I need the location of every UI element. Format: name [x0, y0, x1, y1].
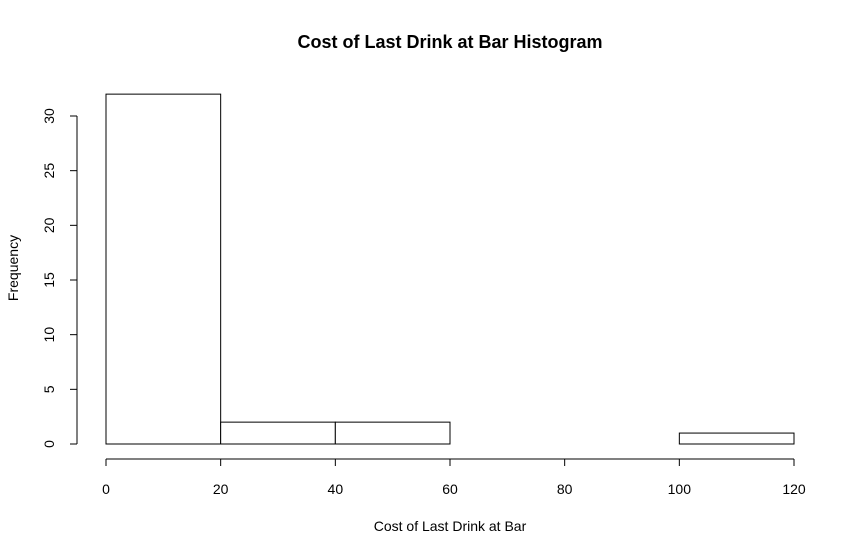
y-tick-label: 0 [41, 440, 57, 448]
x-tick-label: 20 [213, 481, 229, 497]
y-tick-label: 20 [41, 217, 57, 233]
x-axis: 0 20 40 60 80 100 120 [102, 458, 806, 497]
x-tick-label: 120 [782, 481, 806, 497]
x-tick-label: 40 [328, 481, 344, 497]
histogram-bar-1 [220, 421, 336, 445]
y-axis: 0 5 10 15 20 25 30 [41, 108, 78, 448]
y-tick-label: 5 [41, 385, 57, 393]
histogram-bar-0 [105, 93, 222, 445]
x-tick-label: 100 [668, 481, 692, 497]
y-tick-label: 25 [41, 163, 57, 179]
y-tick-label: 15 [41, 272, 57, 288]
y-tick-label: 30 [41, 108, 57, 124]
bars-group [105, 93, 795, 445]
x-tick-label: 80 [557, 481, 573, 497]
x-axis-label: Cost of Last Drink at Bar [374, 518, 527, 534]
histogram-bar-5 [678, 432, 795, 445]
x-tick-label: 0 [102, 481, 110, 497]
chart-title: Cost of Last Drink at Bar Histogram [297, 32, 602, 52]
histogram-bar-2 [334, 421, 451, 445]
y-tick-label: 10 [41, 327, 57, 343]
x-tick-label: 60 [442, 481, 458, 497]
y-axis-label: Frequency [5, 235, 21, 301]
